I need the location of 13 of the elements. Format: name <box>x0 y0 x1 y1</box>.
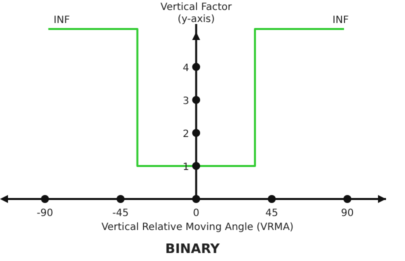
x-tick-label: 0 <box>192 208 200 219</box>
y-tick-label: 2 <box>182 128 190 140</box>
x-tick-label: -90 <box>36 208 54 219</box>
x-tick-label: 45 <box>265 208 278 219</box>
text: BINARY <box>164 242 221 257</box>
x-axis-title: Vertical Relative Moving Angle (VRMA) <box>100 222 295 233</box>
y-tick-label: 3 <box>182 96 190 107</box>
annotation: INF <box>54 14 70 26</box>
annotation: INF <box>332 14 349 26</box>
y-tick-label: 4 <box>182 62 190 74</box>
y-axis-title: Vertical Factor (y-axis) <box>160 2 232 25</box>
x-tick-label: 90 <box>340 208 354 219</box>
x-tick-label: -45 <box>112 208 129 219</box>
